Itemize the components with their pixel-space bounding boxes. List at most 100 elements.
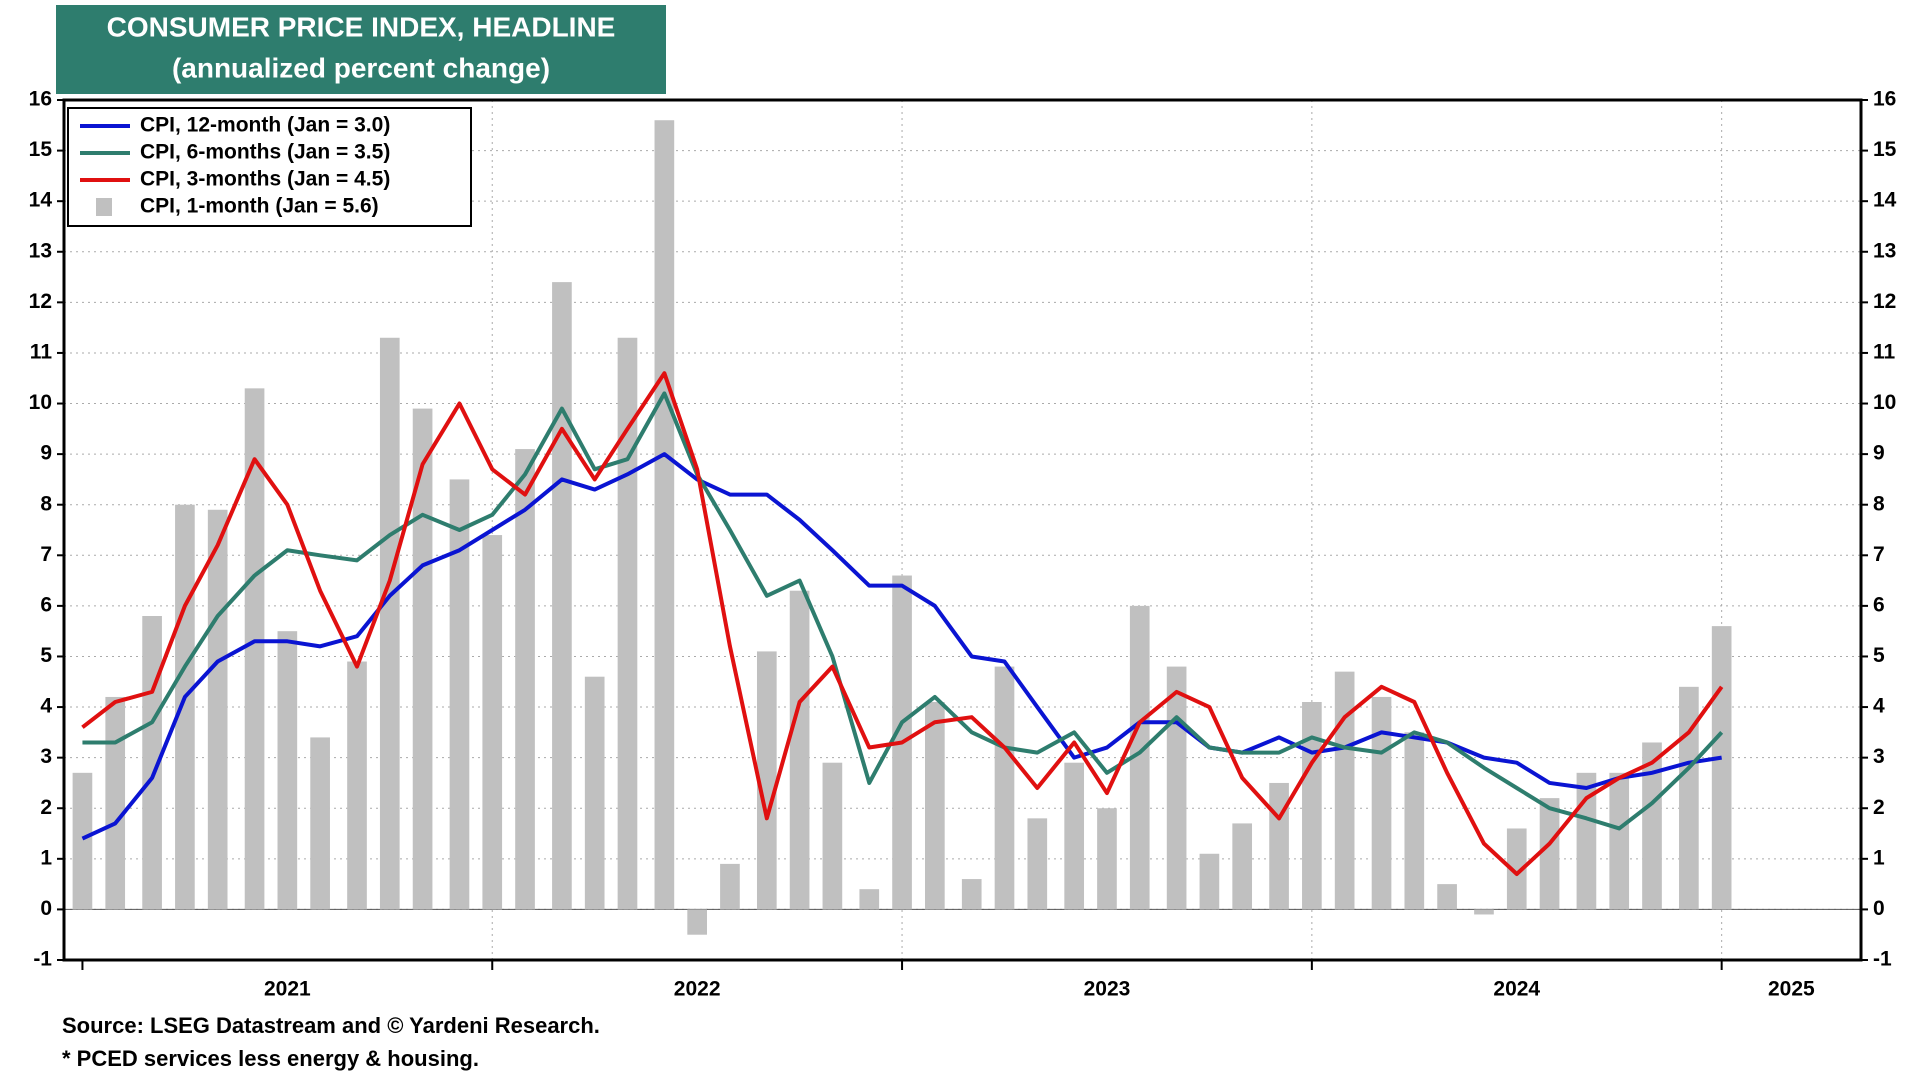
bar (687, 909, 707, 935)
bar (1129, 605, 1150, 910)
chart-subtitle: (annualized percent change) (172, 52, 550, 83)
y-tick-label: 3 (40, 745, 52, 768)
y-tick-label: 16 (29, 88, 52, 111)
y-tick-label: 7 (40, 543, 52, 566)
y-tick-label: 4 (40, 695, 52, 718)
y2-tick-label: 8 (1873, 492, 1885, 515)
y2-tick-label: 3 (1873, 745, 1885, 768)
y-tick-label: 9 (40, 442, 52, 465)
note: * PCED services less energy & housing. (62, 1046, 479, 1071)
bar (175, 504, 195, 910)
bar (822, 762, 843, 910)
y2-tick-label: 6 (1873, 593, 1885, 616)
bar (994, 666, 1015, 910)
bar (105, 696, 126, 910)
legend-label: CPI, 3-months (Jan = 4.5) (140, 168, 390, 191)
y-tick-label: 13 (29, 239, 52, 262)
y-tick-label: 12 (29, 290, 52, 313)
bar (859, 889, 880, 910)
bar (1097, 808, 1117, 910)
legend-box (67, 107, 472, 227)
y-tick-label: 2 (40, 796, 52, 819)
y2-tick-label: 4 (1873, 695, 1885, 718)
bar (142, 616, 162, 910)
y2-tick-label: 10 (1873, 391, 1896, 414)
bar (1334, 671, 1355, 910)
title-box (56, 5, 666, 94)
y2-tick-label: 7 (1873, 543, 1885, 566)
y-tick-label: 1 (40, 846, 52, 869)
bar (925, 702, 945, 910)
x-tick-label: 2025 (1768, 978, 1815, 1001)
bar (1166, 666, 1187, 910)
bar (1371, 696, 1392, 910)
bar (1539, 798, 1560, 910)
y-tick-label: 0 (40, 897, 52, 920)
bar (1269, 782, 1289, 910)
bar (412, 408, 433, 910)
bar (756, 651, 777, 910)
chart-title: CONSUMER PRICE INDEX, HEADLINE (107, 11, 616, 42)
bar (961, 879, 982, 910)
bar (449, 479, 470, 910)
bar (1232, 823, 1253, 910)
legend-label: CPI, 12-month (Jan = 3.0) (140, 114, 390, 137)
y-tick-label: 5 (40, 644, 52, 667)
bar (207, 509, 228, 910)
y2-tick-label: 1 (1873, 846, 1885, 869)
bar (1302, 702, 1322, 910)
y-tick-label: 8 (40, 492, 52, 515)
y2-tick-label: 5 (1873, 644, 1885, 667)
y-tick-label: 14 (29, 189, 53, 212)
bar (1679, 686, 1699, 910)
y2-tick-label: 16 (1873, 88, 1896, 111)
legend-swatch (96, 198, 112, 216)
bar (584, 676, 605, 910)
y2-tick-label: 12 (1873, 290, 1896, 313)
y-tick-label: 10 (29, 391, 52, 414)
legend-label: CPI, 6-months (Jan = 3.5) (140, 141, 390, 164)
bar (552, 282, 572, 910)
bar (515, 449, 535, 910)
bar (1506, 828, 1527, 910)
bar (1609, 772, 1630, 910)
bar (1027, 818, 1048, 910)
x-tick-label: 2023 (1084, 978, 1131, 1001)
bar (1437, 884, 1457, 910)
y-tick-label: 11 (30, 340, 53, 363)
y2-tick-label: -1 (1873, 948, 1892, 971)
bar (654, 120, 675, 910)
x-tick-label: 2022 (674, 978, 721, 1001)
bar (617, 337, 638, 910)
bar (1711, 626, 1732, 910)
y-tick-label: 6 (40, 593, 52, 616)
bar (310, 737, 330, 910)
x-tick-label: 2021 (264, 978, 311, 1001)
bar (482, 535, 503, 910)
y2-tick-label: 9 (1873, 442, 1885, 465)
bar (1404, 732, 1425, 910)
bar (720, 863, 740, 910)
y2-tick-label: 15 (1873, 138, 1897, 161)
y2-tick-label: 0 (1873, 897, 1885, 920)
y-tick-label: 15 (29, 138, 53, 161)
bar (379, 337, 400, 910)
source: Source: LSEG Datastream and © Yardeni Re… (62, 1013, 600, 1038)
y2-tick-label: 11 (1873, 340, 1896, 363)
x-tick-label: 2024 (1493, 978, 1540, 1001)
bar (1474, 909, 1494, 915)
bar (347, 661, 367, 910)
y-tick-label: -1 (33, 948, 52, 971)
bar (244, 388, 265, 910)
bar (1199, 853, 1220, 910)
line (81, 371, 1724, 876)
bar (789, 590, 810, 910)
y2-tick-label: 13 (1873, 239, 1896, 262)
y2-tick-label: 14 (1873, 189, 1897, 212)
legend-label: CPI, 1-month (Jan = 5.6) (140, 195, 379, 218)
bar (277, 631, 298, 910)
y2-tick-label: 2 (1873, 796, 1885, 819)
bar (1064, 762, 1085, 910)
